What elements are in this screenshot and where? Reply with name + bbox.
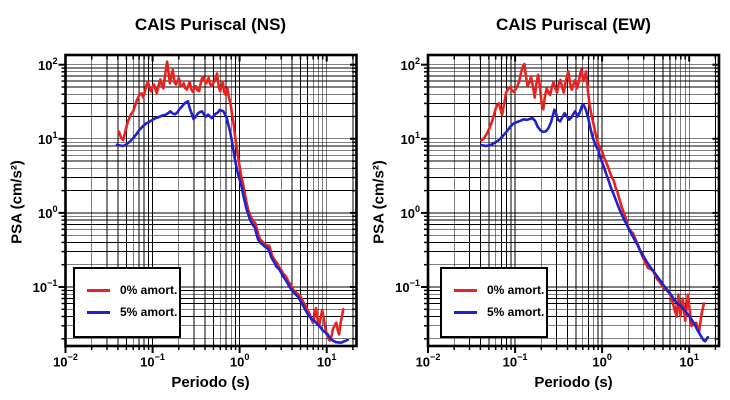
series-curve-5pct — [115, 100, 350, 344]
legend-ns: 0% amort. 5% amort. — [73, 267, 181, 338]
legend-line-0pct — [454, 288, 477, 292]
x-tick-label: 100 — [592, 352, 612, 370]
plot-title-ew: CAIS Puriscal (EW) — [496, 15, 651, 34]
y-axis-label-ns: PSA (cm/s²) — [8, 160, 26, 244]
legend-label: 5% amort. — [120, 305, 178, 319]
legend-entry: 5% amort. — [442, 301, 546, 323]
x-tick-label: 101 — [316, 352, 337, 370]
plot-panel — [58, 53, 358, 353]
plot-panel — [421, 53, 721, 353]
y-tick-label: 100 — [400, 203, 420, 222]
y-tick-label: 101 — [400, 129, 420, 147]
legend-entry: 0% amort. — [442, 279, 546, 301]
y-tick-label: 100 — [37, 203, 58, 222]
y-tick-label: 102 — [400, 55, 420, 73]
legend-line-5pct — [87, 310, 110, 314]
x-axis-label-ns: Periodo (s) — [171, 374, 250, 391]
legend-line-0pct — [87, 288, 110, 292]
legend-label: 5% amort. — [487, 305, 545, 319]
legend-ew: 0% amort. 5% amort. — [440, 267, 548, 338]
y-tick-label: 101 — [37, 129, 58, 147]
y-tick-label: 102 — [37, 55, 58, 73]
x-tick-label: 10−2 — [53, 352, 78, 370]
x-tick-label: 10−1 — [140, 352, 165, 370]
x-tick-label: 101 — [679, 352, 699, 370]
plot-frame — [426, 53, 721, 348]
legend-entry: 0% amort. — [75, 279, 179, 301]
legend-line-5pct — [454, 310, 477, 314]
series-curve-0pct — [117, 60, 345, 342]
x-axis-label-ew: Periodo (s) — [534, 374, 613, 391]
plot-title-ns: CAIS Puriscal (NS) — [134, 15, 287, 34]
x-tick-label: 10−1 — [502, 352, 528, 370]
x-tick-label: 100 — [229, 352, 250, 370]
legend-label: 0% amort. — [120, 283, 178, 297]
legend-entry: 5% amort. — [75, 301, 179, 323]
legend-label: 0% amort. — [487, 283, 545, 297]
series-curve-5pct — [480, 103, 710, 343]
y-tick-label: 10−1 — [32, 277, 58, 296]
x-tick-label: 10−2 — [415, 352, 441, 370]
plot-frame — [64, 53, 358, 348]
y-tick-label: 10−1 — [395, 277, 420, 296]
y-axis-label-ew: PSA (cm/s²) — [370, 160, 388, 244]
